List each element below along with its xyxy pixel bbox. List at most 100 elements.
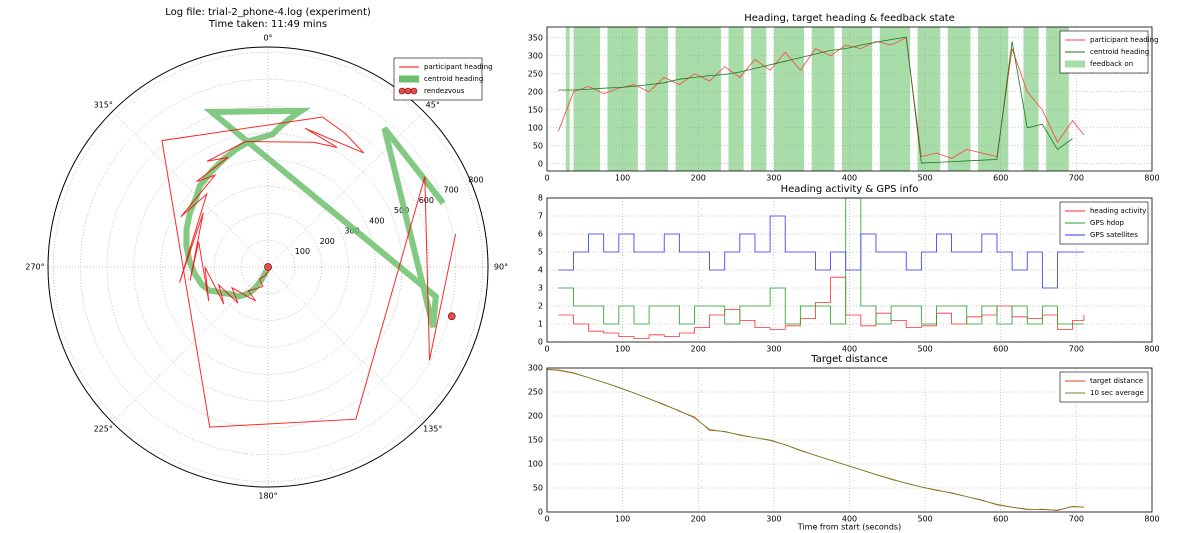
- theta-tick-label: 270°: [25, 263, 44, 272]
- x-tick-label: 500: [917, 174, 932, 183]
- x-tick-label: 500: [917, 345, 932, 354]
- feedback-span: [751, 27, 767, 171]
- y-tick-label: 300: [528, 364, 543, 373]
- x-tick-label: 300: [766, 515, 781, 524]
- x-tick-label: 0: [544, 515, 549, 524]
- legend-label: rendezvous: [424, 87, 465, 95]
- legend-label: participant heading: [1090, 36, 1159, 44]
- series-line: [558, 197, 1084, 325]
- x-tick-label: 400: [842, 345, 857, 354]
- y-tick-label: 0: [538, 508, 543, 517]
- feedback-span: [947, 27, 971, 171]
- chart-title: Target distance: [810, 354, 888, 365]
- chart-title: Heading activity & GPS info: [781, 184, 919, 195]
- legend-swatch: [398, 87, 406, 95]
- y-tick-label: 100: [528, 460, 543, 469]
- rendezvous-point: [264, 263, 272, 271]
- y-tick-label: 5: [538, 248, 543, 257]
- feedback-span: [773, 27, 805, 171]
- y-tick-label: 50: [533, 484, 543, 493]
- legend-label: centroid heading: [1090, 48, 1149, 56]
- polar-frame: [47, 46, 489, 488]
- y-tick-label: 3: [538, 284, 543, 293]
- feedback-span: [978, 27, 1009, 171]
- r-tick-label: 100: [295, 247, 310, 256]
- legend-swatch: [1065, 60, 1085, 68]
- grid-circle: [214, 213, 322, 321]
- y-tick-label: 0: [538, 159, 543, 168]
- theta-tick-label: 0°: [263, 34, 272, 43]
- x-tick-label: 800: [1144, 515, 1159, 524]
- r-tick-label: 600: [419, 196, 434, 205]
- legend-label: centroid heading: [424, 75, 483, 83]
- feedback-span: [917, 27, 941, 171]
- feedback-span: [811, 27, 835, 171]
- y-tick-label: 6: [538, 230, 543, 239]
- y-tick-label: 150: [528, 105, 543, 114]
- plot-frame: [546, 197, 1153, 343]
- feedback-span: [879, 27, 910, 171]
- theta-tick-label: 225°: [94, 424, 113, 433]
- x-tick-label: 0: [544, 345, 549, 354]
- y-tick-label: 8: [538, 194, 543, 203]
- feedback-span: [841, 27, 873, 171]
- grid-circle: [240, 239, 296, 295]
- x-tick-label: 100: [615, 345, 630, 354]
- grid-spoke: [112, 111, 269, 268]
- legend-label: target distance: [1090, 377, 1143, 385]
- legend-label: GPS satellites: [1090, 231, 1138, 239]
- rendezvous-point: [447, 312, 456, 321]
- x-tick-label: 200: [691, 515, 706, 524]
- x-tick-label: 600: [993, 174, 1008, 183]
- y-tick-label: 150: [528, 436, 543, 445]
- feedback-span: [565, 27, 570, 171]
- x-tick-label: 800: [1144, 345, 1159, 354]
- r-tick-label: 700: [444, 186, 459, 195]
- legend-swatch: [410, 87, 418, 95]
- grid-circle: [160, 159, 376, 375]
- r-tick-label: 200: [320, 237, 335, 246]
- y-tick-label: 350: [528, 33, 543, 42]
- y-tick-label: 50: [533, 141, 543, 150]
- theta-tick-label: 315°: [94, 101, 113, 110]
- chart-subtitle: Time taken: 11:49 mins: [208, 19, 327, 30]
- legend-swatch: [399, 75, 419, 83]
- plot-frame: [546, 26, 1153, 172]
- x-tick-label: 600: [993, 515, 1008, 524]
- legend-swatch: [404, 87, 412, 95]
- legend-label: 10 sec average: [1090, 389, 1144, 397]
- grid-circle: [53, 52, 483, 482]
- x-tick-label: 100: [615, 174, 630, 183]
- series-line: [558, 36, 1073, 164]
- y-tick-label: 7: [538, 212, 543, 221]
- x-tick-label: 400: [842, 515, 857, 524]
- y-tick-label: 1: [538, 320, 543, 329]
- y-tick-label: 4: [538, 266, 543, 275]
- legend-box: [1059, 371, 1149, 403]
- legend-label: heading activity: [1090, 207, 1146, 215]
- legend-label: feedback on: [1090, 60, 1133, 68]
- x-tick-label: 700: [1069, 174, 1084, 183]
- theta-tick-label: 45°: [426, 101, 440, 110]
- x-tick-label: 300: [766, 345, 781, 354]
- x-tick-label: 700: [1069, 515, 1084, 524]
- theta-tick-label: 90°: [494, 263, 508, 272]
- r-tick-label: 400: [369, 216, 384, 225]
- legend-label: GPS hdop: [1090, 219, 1124, 227]
- y-tick-label: 2: [538, 302, 543, 311]
- polar-line: [183, 107, 446, 328]
- polar-line: [161, 116, 457, 428]
- x-tick-label: 500: [917, 515, 932, 524]
- y-tick-label: 100: [528, 123, 543, 132]
- grid-circle: [187, 186, 349, 348]
- x-tick-label: 800: [1144, 174, 1159, 183]
- x-axis-label: Time from start (seconds): [797, 523, 901, 532]
- x-tick-label: 200: [691, 174, 706, 183]
- chart-title: Heading, target heading & feedback state: [744, 13, 955, 24]
- grid-circle: [106, 105, 430, 429]
- feedback-span: [728, 27, 744, 171]
- x-tick-label: 400: [842, 174, 857, 183]
- x-tick-label: 300: [766, 174, 781, 183]
- x-tick-label: 600: [993, 345, 1008, 354]
- grid-spoke: [267, 111, 424, 268]
